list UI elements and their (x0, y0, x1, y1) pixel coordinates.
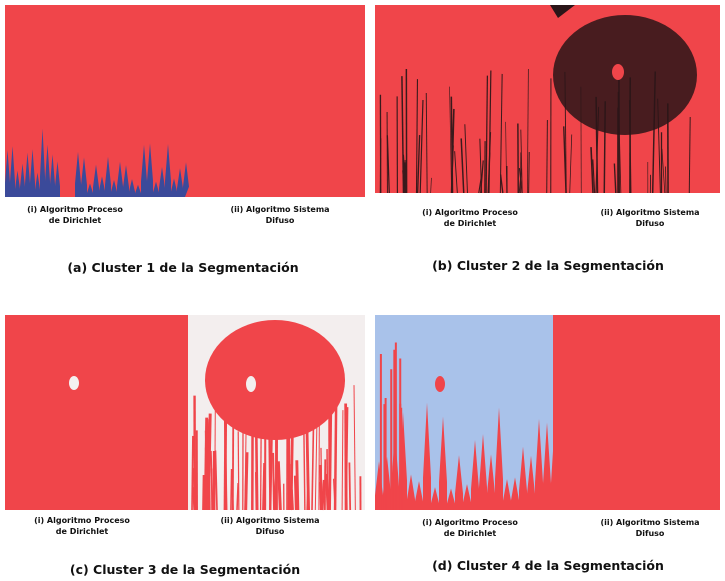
texture-shape (205, 418, 206, 510)
sublabel: Difuso (266, 216, 295, 225)
figure: (i) Algoritmo Proceso de Dirichlet (ii) Al… (0, 0, 725, 581)
spot (69, 376, 79, 390)
texture-shape (547, 120, 548, 193)
segmentation-image (553, 315, 720, 510)
texture-shape (321, 448, 322, 510)
texture-shape (246, 452, 247, 510)
texture-shape (349, 463, 350, 510)
texture-shape (665, 166, 666, 193)
sublabel: de Dirichlet (444, 529, 497, 538)
caption: (b) Cluster 2 de la Segmentación (432, 258, 664, 273)
texture-shape (278, 461, 280, 510)
texture-shape (307, 479, 308, 510)
sublabel: (ii) Algoritmo Sistema (600, 208, 699, 217)
caption: (c) Cluster 3 de la Segmentación (70, 562, 300, 577)
texture-shape (192, 436, 193, 510)
texture-shape (326, 474, 328, 510)
texture-shape (261, 430, 262, 510)
red-region (205, 320, 345, 440)
sublabel: de Dirichlet (444, 219, 497, 228)
sublabel: (ii) Algoritmo Sistema (600, 518, 699, 527)
texture-shape (529, 152, 530, 193)
texture-shape (208, 414, 210, 510)
texture-shape (297, 460, 298, 510)
sublabel: (i) Algoritmo Proceso (422, 208, 518, 217)
segmentation-image (5, 5, 365, 197)
spot (246, 376, 256, 392)
sublabel: Difuso (636, 219, 665, 228)
texture-shape (193, 487, 194, 510)
sublabel: (i) Algoritmo Proceso (422, 518, 518, 527)
sublabel: (i) Algoritmo Proceso (27, 205, 123, 214)
dark-region (553, 15, 697, 135)
page: {"panels": [ {"caption": "(a) Cluster 1 … (0, 0, 725, 581)
texture-shape (295, 476, 296, 510)
texture-shape (203, 475, 204, 510)
caption: (d) Cluster 4 de la Segmentación (432, 558, 664, 573)
sublabel: de Dirichlet (49, 216, 102, 225)
sublabel: Difuso (636, 529, 665, 538)
texture-shape (291, 490, 292, 510)
spot (612, 64, 624, 80)
texture-shape (405, 162, 406, 193)
sublabel: (i) Algoritmo Proceso (34, 516, 130, 525)
texture-shape (238, 431, 239, 510)
spot (435, 376, 445, 392)
segmentation-image (5, 315, 188, 510)
sublabel: (ii) Algoritmo Sistema (230, 205, 329, 214)
texture-shape (256, 472, 257, 510)
sublabel: (ii) Algoritmo Sistema (220, 516, 319, 525)
caption: (a) Cluster 1 de la Segmentación (67, 260, 298, 275)
sublabel: de Dirichlet (56, 527, 109, 536)
sublabel: Difuso (256, 527, 285, 536)
